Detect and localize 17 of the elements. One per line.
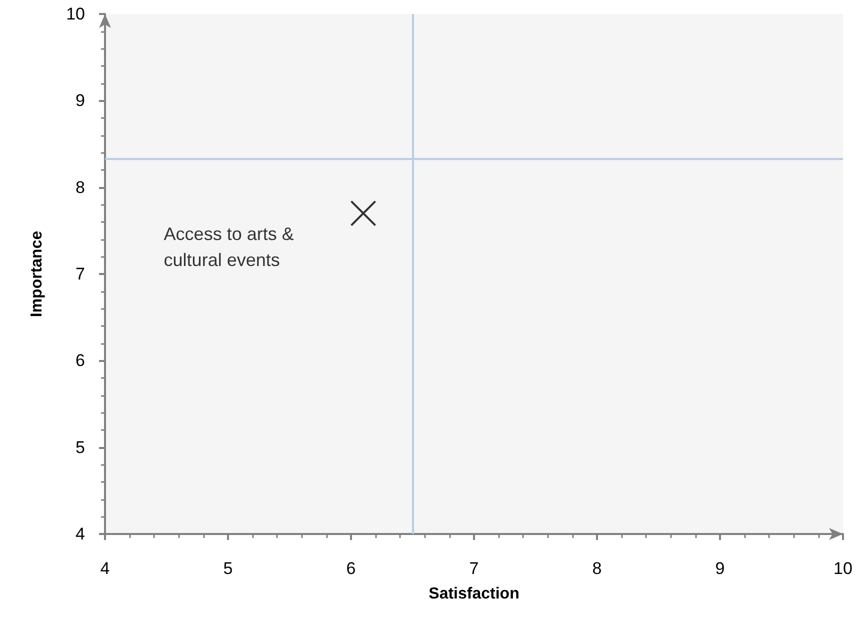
x-tick-label: 4 xyxy=(100,559,110,578)
x-tick-label: 5 xyxy=(223,559,233,578)
x-tick-label: 6 xyxy=(346,559,356,578)
y-tick-label: 6 xyxy=(76,351,85,370)
y-tick-label: 8 xyxy=(76,178,85,197)
x-tick-label: 9 xyxy=(715,559,725,578)
y-tick-label: 5 xyxy=(76,438,85,457)
text: Access to arts & cultural events xyxy=(164,224,299,270)
x-axis-title: Satisfaction xyxy=(428,586,520,602)
y-tick-label: 7 xyxy=(76,264,85,284)
y-tick-label: 10 xyxy=(66,4,85,24)
y-axis-title: Importance xyxy=(28,230,46,318)
y-tick-label: 9 xyxy=(76,91,85,110)
x-tick-label: 7 xyxy=(469,559,479,578)
y-tick-label: 4 xyxy=(76,524,85,544)
x-tick-label: 8 xyxy=(592,559,602,578)
x-tick-label: 10 xyxy=(834,559,852,578)
